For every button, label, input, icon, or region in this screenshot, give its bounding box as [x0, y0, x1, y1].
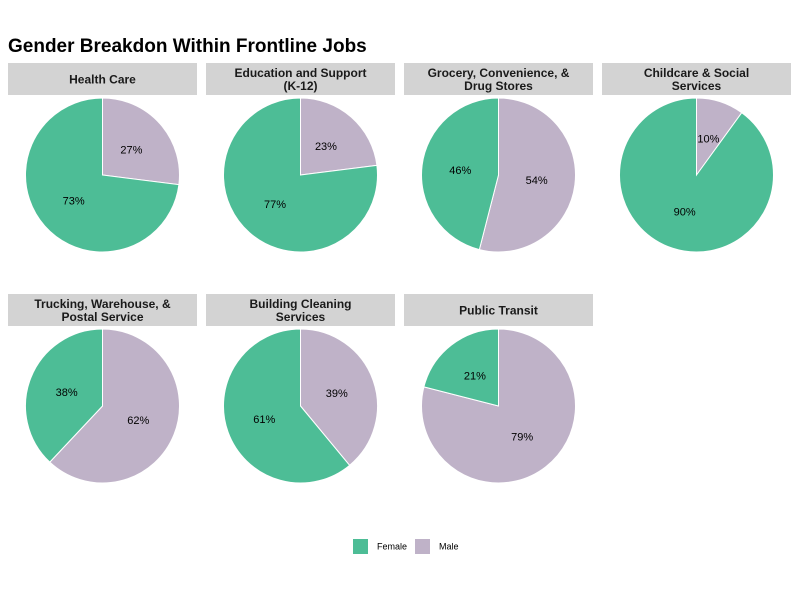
slice-female [223, 97, 378, 253]
slice-label-female: 21% [464, 371, 486, 383]
slice-female [25, 328, 103, 463]
panel-title-line: (K-12) [283, 79, 317, 93]
panel-education-and-support-k-12: Education and Support(K-12) 23% 77% [206, 63, 395, 253]
legend: Female Male [353, 539, 459, 554]
panel-title-line: Services [276, 310, 326, 324]
slice-label-female: 61% [253, 414, 275, 426]
slice-label-male: 27% [120, 145, 142, 157]
slice-male [102, 97, 180, 186]
panel-strip [8, 63, 197, 95]
panel-strip [206, 294, 395, 326]
slice-male [300, 328, 378, 467]
legend-swatch-male [415, 539, 430, 554]
slice-female [421, 97, 499, 251]
chart-title: Gender Breakdon Within Frontline Jobs [8, 36, 367, 57]
panel-title-line: Postal Service [61, 310, 143, 324]
slice-female [423, 328, 499, 407]
panel-title-line: Health Care [69, 73, 136, 87]
panel-title-line: Trucking, Warehouse, & [34, 297, 171, 311]
panel-public-transit: Public Transit 79% 21% [404, 294, 593, 484]
legend-swatch-female [353, 539, 368, 554]
panel-strip [8, 294, 197, 326]
legend-label-female: Female [377, 542, 407, 552]
slice-label-female: 38% [56, 387, 78, 399]
panel-strip [602, 63, 791, 95]
slice-label-female: 73% [63, 195, 85, 207]
slice-female [619, 97, 774, 253]
panel-health-care: Health Care 27% 73% [8, 63, 197, 253]
slice-male [478, 97, 576, 253]
slice-label-female: 90% [674, 207, 696, 219]
slice-label-male: 62% [127, 415, 149, 427]
panel-title-line: Services [672, 79, 722, 93]
slice-label-male: 79% [511, 431, 533, 443]
panel-grocery-convenience-drug-stores: Grocery, Convenience, &Drug Stores 54% 46% [404, 63, 593, 253]
panel-title-line: Childcare & Social [644, 66, 749, 80]
slice-label-male: 23% [315, 141, 337, 153]
slice-female [25, 97, 180, 253]
panel-title-line: Drug Stores [464, 79, 533, 93]
panels-layer: Health Care 27% 73% Education and Support(K… [8, 63, 791, 484]
panel-strip [404, 63, 593, 95]
panel-title-line: Education and Support [235, 66, 367, 80]
slice-label-female: 46% [449, 165, 471, 177]
legend-label-male: Male [439, 542, 459, 552]
slice-label-male: 39% [326, 388, 348, 400]
slice-female [223, 328, 351, 484]
panel-trucking-warehouse-postal-service: Trucking, Warehouse, &Postal Service 62% 3… [8, 294, 197, 484]
slice-label-male: 10% [697, 133, 719, 145]
panel-title-line: Grocery, Convenience, & [428, 66, 570, 80]
slice-male [300, 97, 378, 176]
slice-male [49, 328, 180, 484]
panel-title-line: Public Transit [459, 304, 538, 318]
slice-label-male: 54% [526, 175, 548, 187]
panel-strip [404, 294, 593, 326]
panel-strip [206, 63, 395, 95]
panel-title-line: Building Cleaning [250, 297, 352, 311]
slice-label-female: 77% [264, 199, 286, 211]
